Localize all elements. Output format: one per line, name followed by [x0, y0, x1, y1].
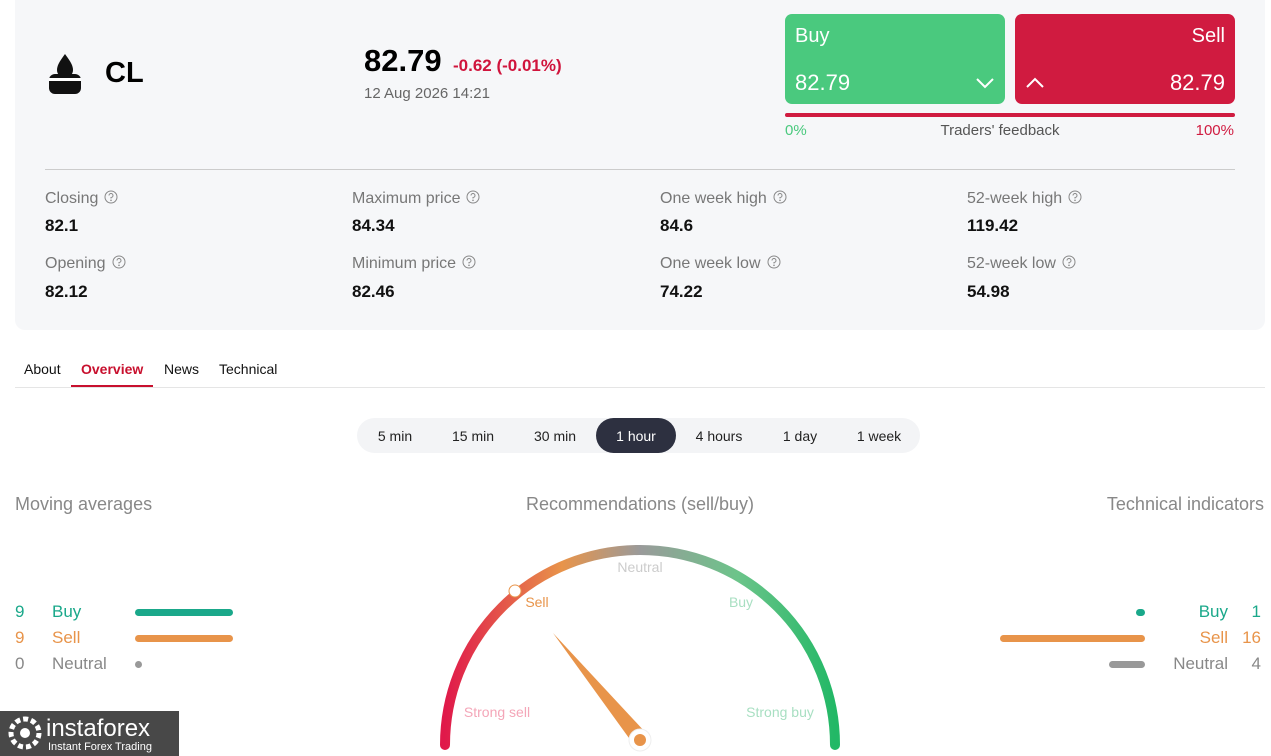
- timeframe[interactable]: 4 hours: [695, 428, 743, 444]
- timeframe[interactable]: 1 hour: [616, 428, 656, 444]
- gauge: Strong sell Sell Neutral Buy Strong buy: [440, 545, 840, 752]
- chevron-down: [976, 78, 994, 89]
- row-count: 4: [1251, 654, 1261, 673]
- price-change: -0.62 (-0.01%): [453, 56, 562, 75]
- tab[interactable]: About: [24, 361, 61, 377]
- needle: [553, 633, 646, 745]
- feedback-label: Traders' feedback: [940, 122, 1060, 139]
- row-count: 1: [1251, 602, 1261, 621]
- logo: instaforex Instant Forex Trading: [0, 711, 179, 756]
- feedback-left: 0%: [785, 122, 807, 139]
- tab[interactable]: Technical: [219, 361, 278, 377]
- symbol: CL: [105, 57, 144, 89]
- sell-label: Sell: [1191, 25, 1225, 47]
- row-count: 0: [15, 654, 25, 673]
- gauge-label: Buy: [729, 594, 753, 610]
- stat-value: 119.42: [967, 216, 1019, 235]
- stat-label: Closing: [45, 190, 118, 207]
- stat-label: One week high: [660, 190, 787, 207]
- timeframe-active: [596, 418, 676, 453]
- gauge-label: Neutral: [617, 559, 662, 575]
- needle-center: [634, 734, 646, 746]
- datetime: 12 Aug 2026 14:21: [364, 85, 490, 102]
- bar: [135, 608, 233, 616]
- buy-price: 82.79: [795, 70, 851, 95]
- help-icon[interactable]: [104, 190, 118, 204]
- logo-icon: [8, 716, 42, 750]
- bar: [1108, 660, 1145, 668]
- symbol-icon: [49, 54, 81, 94]
- chevron-up: [1026, 77, 1044, 88]
- row-label: Sell: [52, 628, 81, 647]
- logo-name: instaforex: [46, 715, 151, 742]
- feedback-bar: [785, 113, 1235, 117]
- stat-label: 52-week high: [967, 190, 1082, 207]
- stat-value: 74.22: [660, 282, 703, 301]
- bar: [135, 634, 233, 642]
- stat-value: 84.6: [660, 216, 694, 235]
- gauge-label: Sell: [525, 594, 548, 610]
- gauge-marker: [508, 584, 522, 598]
- buy-button[interactable]: Buy 82.79: [785, 14, 1005, 104]
- gauge-title: Recommendations (sell/buy): [525, 494, 755, 514]
- buy-label: Buy: [795, 25, 830, 47]
- row-label: Sell: [1199, 628, 1228, 647]
- row-count: 9: [15, 628, 25, 647]
- row-label: Buy: [1198, 602, 1228, 621]
- stat-label: One week low: [660, 255, 781, 272]
- bar: [135, 660, 142, 668]
- help-icon[interactable]: [466, 190, 480, 204]
- gauge-arc: [440, 545, 840, 750]
- sell-price: 82.79: [1169, 70, 1225, 95]
- stat-label: Maximum price: [352, 190, 480, 207]
- logo-tagline: Instant Forex Trading: [48, 741, 152, 753]
- feedback-right: 100%: [1195, 122, 1234, 139]
- tab[interactable]: News: [164, 361, 200, 377]
- tabs-line: [15, 387, 1265, 388]
- help-icon[interactable]: [112, 255, 126, 269]
- price: 82.79: [364, 43, 442, 78]
- help-icon[interactable]: [462, 255, 476, 269]
- stat-label: 52-week low: [967, 255, 1076, 272]
- stat-value: 82.1: [45, 216, 79, 235]
- sell-button[interactable]: Sell 82.79: [1015, 14, 1235, 104]
- stat-value: 54.98: [967, 282, 1010, 301]
- help-icon[interactable]: [773, 190, 787, 204]
- help-icon[interactable]: [767, 255, 781, 269]
- help-icon[interactable]: [1062, 255, 1076, 269]
- stat-value: 82.12: [45, 282, 88, 301]
- timeframe[interactable]: 1 week: [856, 428, 902, 444]
- bar: [1135, 608, 1145, 616]
- row-count: 16: [1242, 628, 1261, 647]
- row-label: Buy: [52, 602, 82, 621]
- help-icon[interactable]: [1068, 190, 1082, 204]
- stat-label: Minimum price: [352, 255, 476, 272]
- bar: [1000, 634, 1145, 642]
- row-count: 9: [15, 602, 25, 621]
- ma-title: Moving averages: [15, 494, 153, 514]
- row-label: Neutral: [1173, 654, 1228, 673]
- timeframe[interactable]: 1 day: [782, 428, 818, 444]
- timeframe[interactable]: 30 min: [533, 428, 577, 444]
- divider: [45, 169, 1235, 170]
- tab[interactable]: Overview: [81, 361, 144, 377]
- row-label: Neutral: [52, 654, 107, 673]
- stat-label: Opening: [45, 255, 126, 272]
- stat-value: 82.46: [352, 282, 395, 301]
- timeframe[interactable]: 15 min: [451, 428, 495, 444]
- tab-underline: [71, 385, 153, 387]
- timeframe[interactable]: 5 min: [377, 428, 413, 444]
- gauge-label: Strong sell: [464, 704, 530, 720]
- gauge-label: Strong buy: [746, 704, 814, 720]
- ti-title: Technical indicators: [1106, 494, 1264, 514]
- stat-value: 84.34: [352, 216, 395, 235]
